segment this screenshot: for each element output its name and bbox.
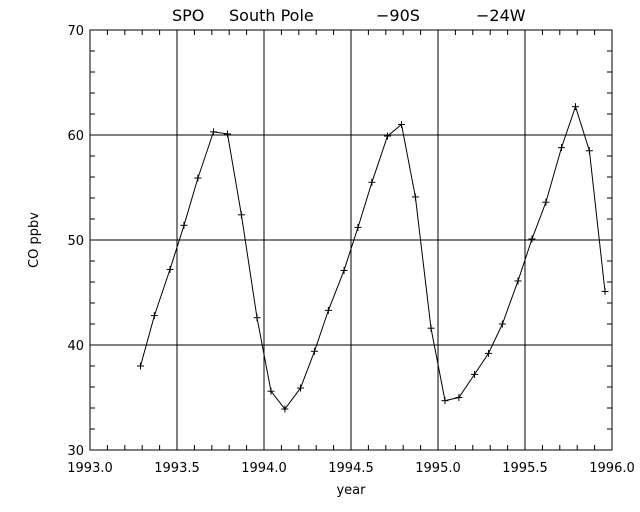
- data-point: [498, 320, 506, 328]
- data-point: [601, 287, 609, 295]
- data-point: [324, 306, 332, 314]
- x-axis-label: year: [336, 483, 366, 498]
- chart-title: SPO South Pole −90S −24W: [172, 6, 526, 25]
- data-point: [297, 384, 305, 392]
- x-tick-label: 1995.5: [502, 461, 548, 476]
- y-tick-label: 70: [67, 24, 84, 39]
- data-point: [441, 397, 449, 405]
- data-point: [223, 130, 231, 138]
- data-point: [455, 394, 463, 401]
- title-latitude: −90S: [376, 6, 420, 25]
- data-point: [210, 128, 218, 136]
- data-point: [585, 147, 593, 155]
- data-point: [528, 235, 536, 243]
- data-point: [427, 324, 435, 332]
- data-point: [411, 193, 419, 201]
- data-point: [281, 405, 289, 413]
- y-tick-label: 50: [67, 234, 84, 249]
- data-point: [542, 198, 550, 206]
- axis-ticks: [89, 29, 613, 451]
- title-longitude: −24W: [476, 6, 526, 25]
- data-point: [471, 370, 479, 378]
- x-tick-labels: 1993.0 1993.5 1994.0 1994.5 1995.0 1995.5 1996…: [67, 461, 635, 476]
- data-point: [150, 312, 158, 320]
- data-point: [384, 132, 392, 140]
- x-tick-label: 1994.5: [328, 461, 374, 476]
- co-series-line: [140, 104, 606, 410]
- data-point: [237, 211, 245, 219]
- data-point: [571, 103, 579, 111]
- title-station-name: South Pole: [229, 6, 314, 25]
- y-axis-label: CO ppbv: [27, 212, 42, 268]
- data-point: [514, 277, 522, 285]
- co-data-points: [136, 103, 609, 413]
- data-point: [368, 178, 376, 186]
- data-point: [136, 362, 144, 370]
- data-point: [253, 314, 261, 322]
- y-tick-label: 40: [67, 339, 84, 354]
- data-point: [310, 347, 318, 355]
- x-tick-label: 1996.0: [589, 461, 635, 476]
- y-tick-labels: 30 40 50 60 70: [67, 24, 84, 459]
- x-tick-label: 1995.0: [415, 461, 461, 476]
- data-point: [180, 221, 188, 229]
- title-station-code: SPO: [172, 6, 204, 25]
- y-tick-label: 60: [67, 129, 84, 144]
- y-tick-label: 30: [67, 444, 84, 459]
- data-point: [166, 265, 174, 273]
- data-point: [484, 349, 492, 357]
- data-point: [558, 144, 566, 152]
- plot-frame: [89, 29, 613, 451]
- data-point: [354, 223, 362, 231]
- data-point: [340, 266, 348, 274]
- data-point: [267, 387, 275, 395]
- data-point: [194, 174, 202, 182]
- x-tick-label: 1993.0: [67, 461, 113, 476]
- x-tick-label: 1993.5: [154, 461, 200, 476]
- x-tick-label: 1994.0: [241, 461, 287, 476]
- grid-lines: [90, 30, 612, 450]
- data-point: [397, 121, 405, 128]
